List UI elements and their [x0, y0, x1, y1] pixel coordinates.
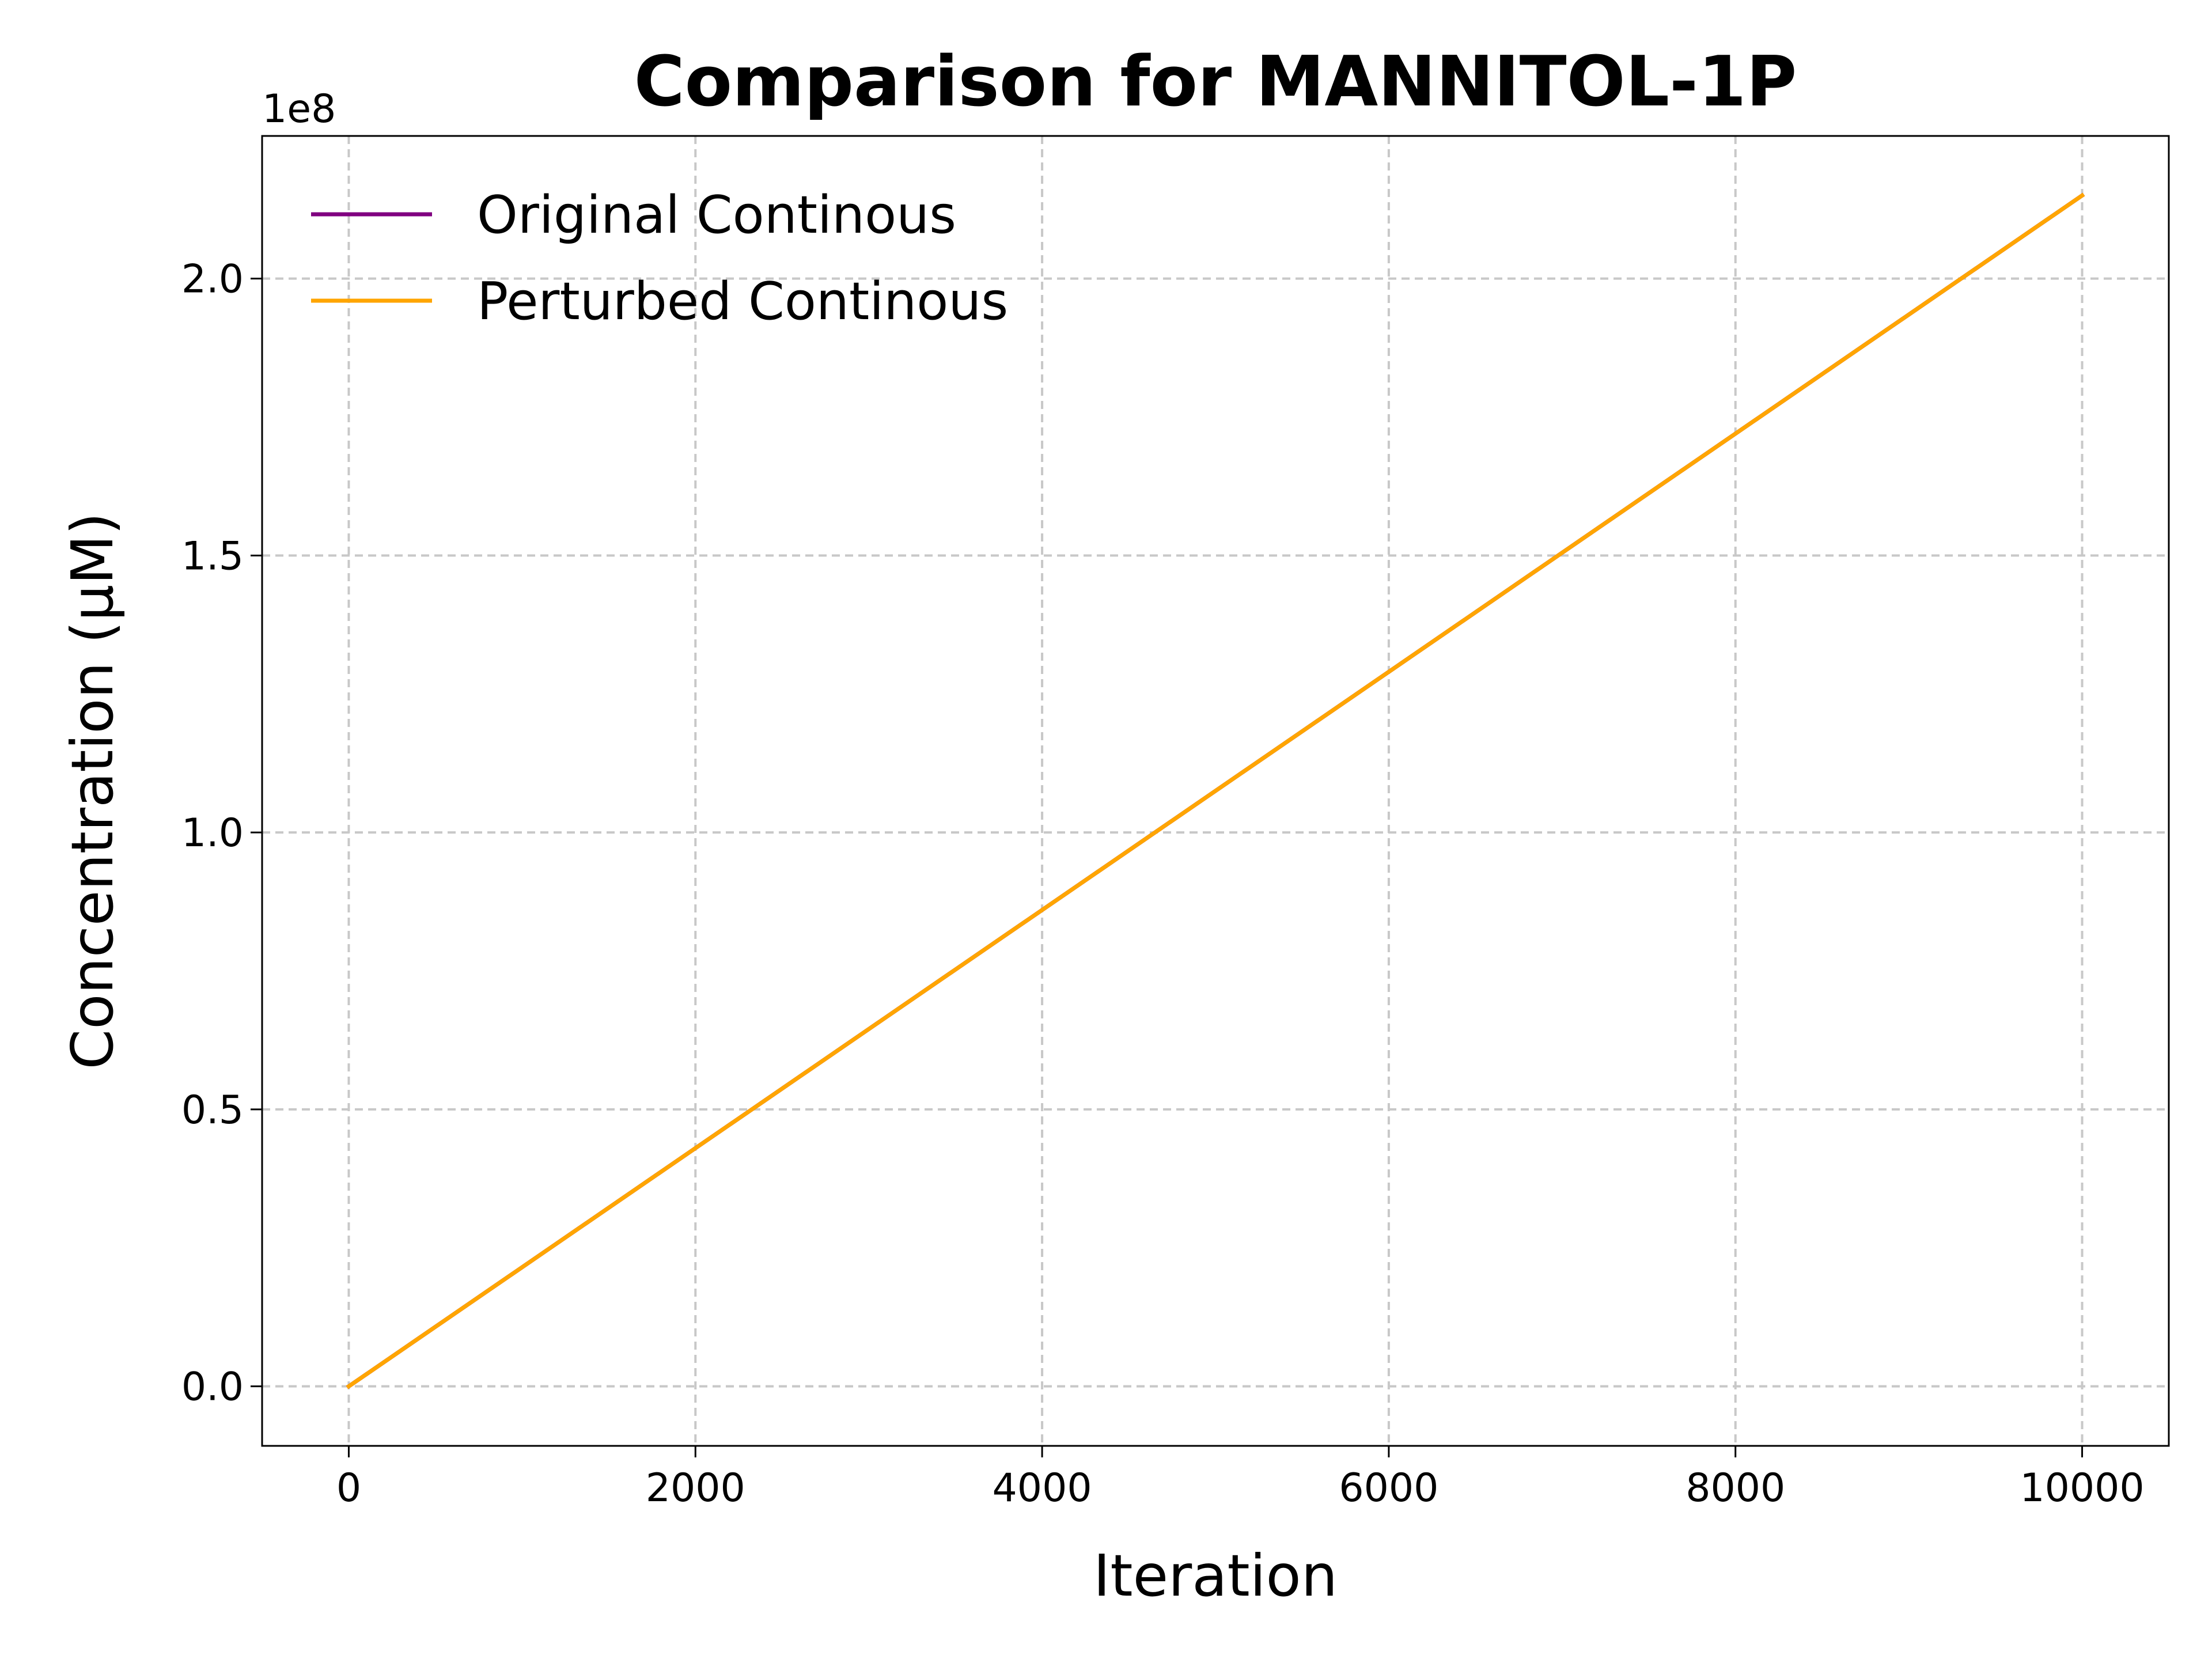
legend: Original Continous Perturbed Continous: [311, 185, 1008, 332]
x-axis-label: Iteration: [1093, 1542, 1338, 1609]
series-line-2: [346, 192, 2085, 1389]
x-tick-label: 10000: [2020, 1465, 2144, 1511]
y-tick-label: 1.0: [181, 810, 244, 856]
legend-label-1: Original Continous: [477, 185, 956, 245]
y-axis-label: Concentration (μM): [59, 512, 126, 1069]
chart-title: Comparison for MANNITOL-1P: [634, 42, 1797, 122]
plot-frame: [261, 135, 2170, 1447]
x-tick-label: 6000: [1339, 1465, 1438, 1511]
series-layer: [346, 192, 2085, 1389]
legend-label-2: Perturbed Continous: [477, 271, 1008, 332]
y-axis-offset-label: 1e8: [262, 86, 336, 132]
ticks-layer: 0 2000 4000 6000 8000 10000 0.0 0.5 1.0 1.5 2.0: [181, 257, 2145, 1511]
y-tick-label: 0.0: [181, 1365, 244, 1410]
y-tick-label: 2.0: [181, 257, 244, 302]
x-tick-label: 0: [336, 1465, 361, 1511]
y-tick-label: 1.5: [181, 533, 244, 579]
x-tick-label: 8000: [1685, 1465, 1785, 1511]
grid-layer: [262, 136, 2169, 1446]
y-tick-label: 0.5: [181, 1088, 244, 1133]
x-tick-label: 2000: [646, 1465, 745, 1511]
x-tick-label: 4000: [993, 1465, 1092, 1511]
